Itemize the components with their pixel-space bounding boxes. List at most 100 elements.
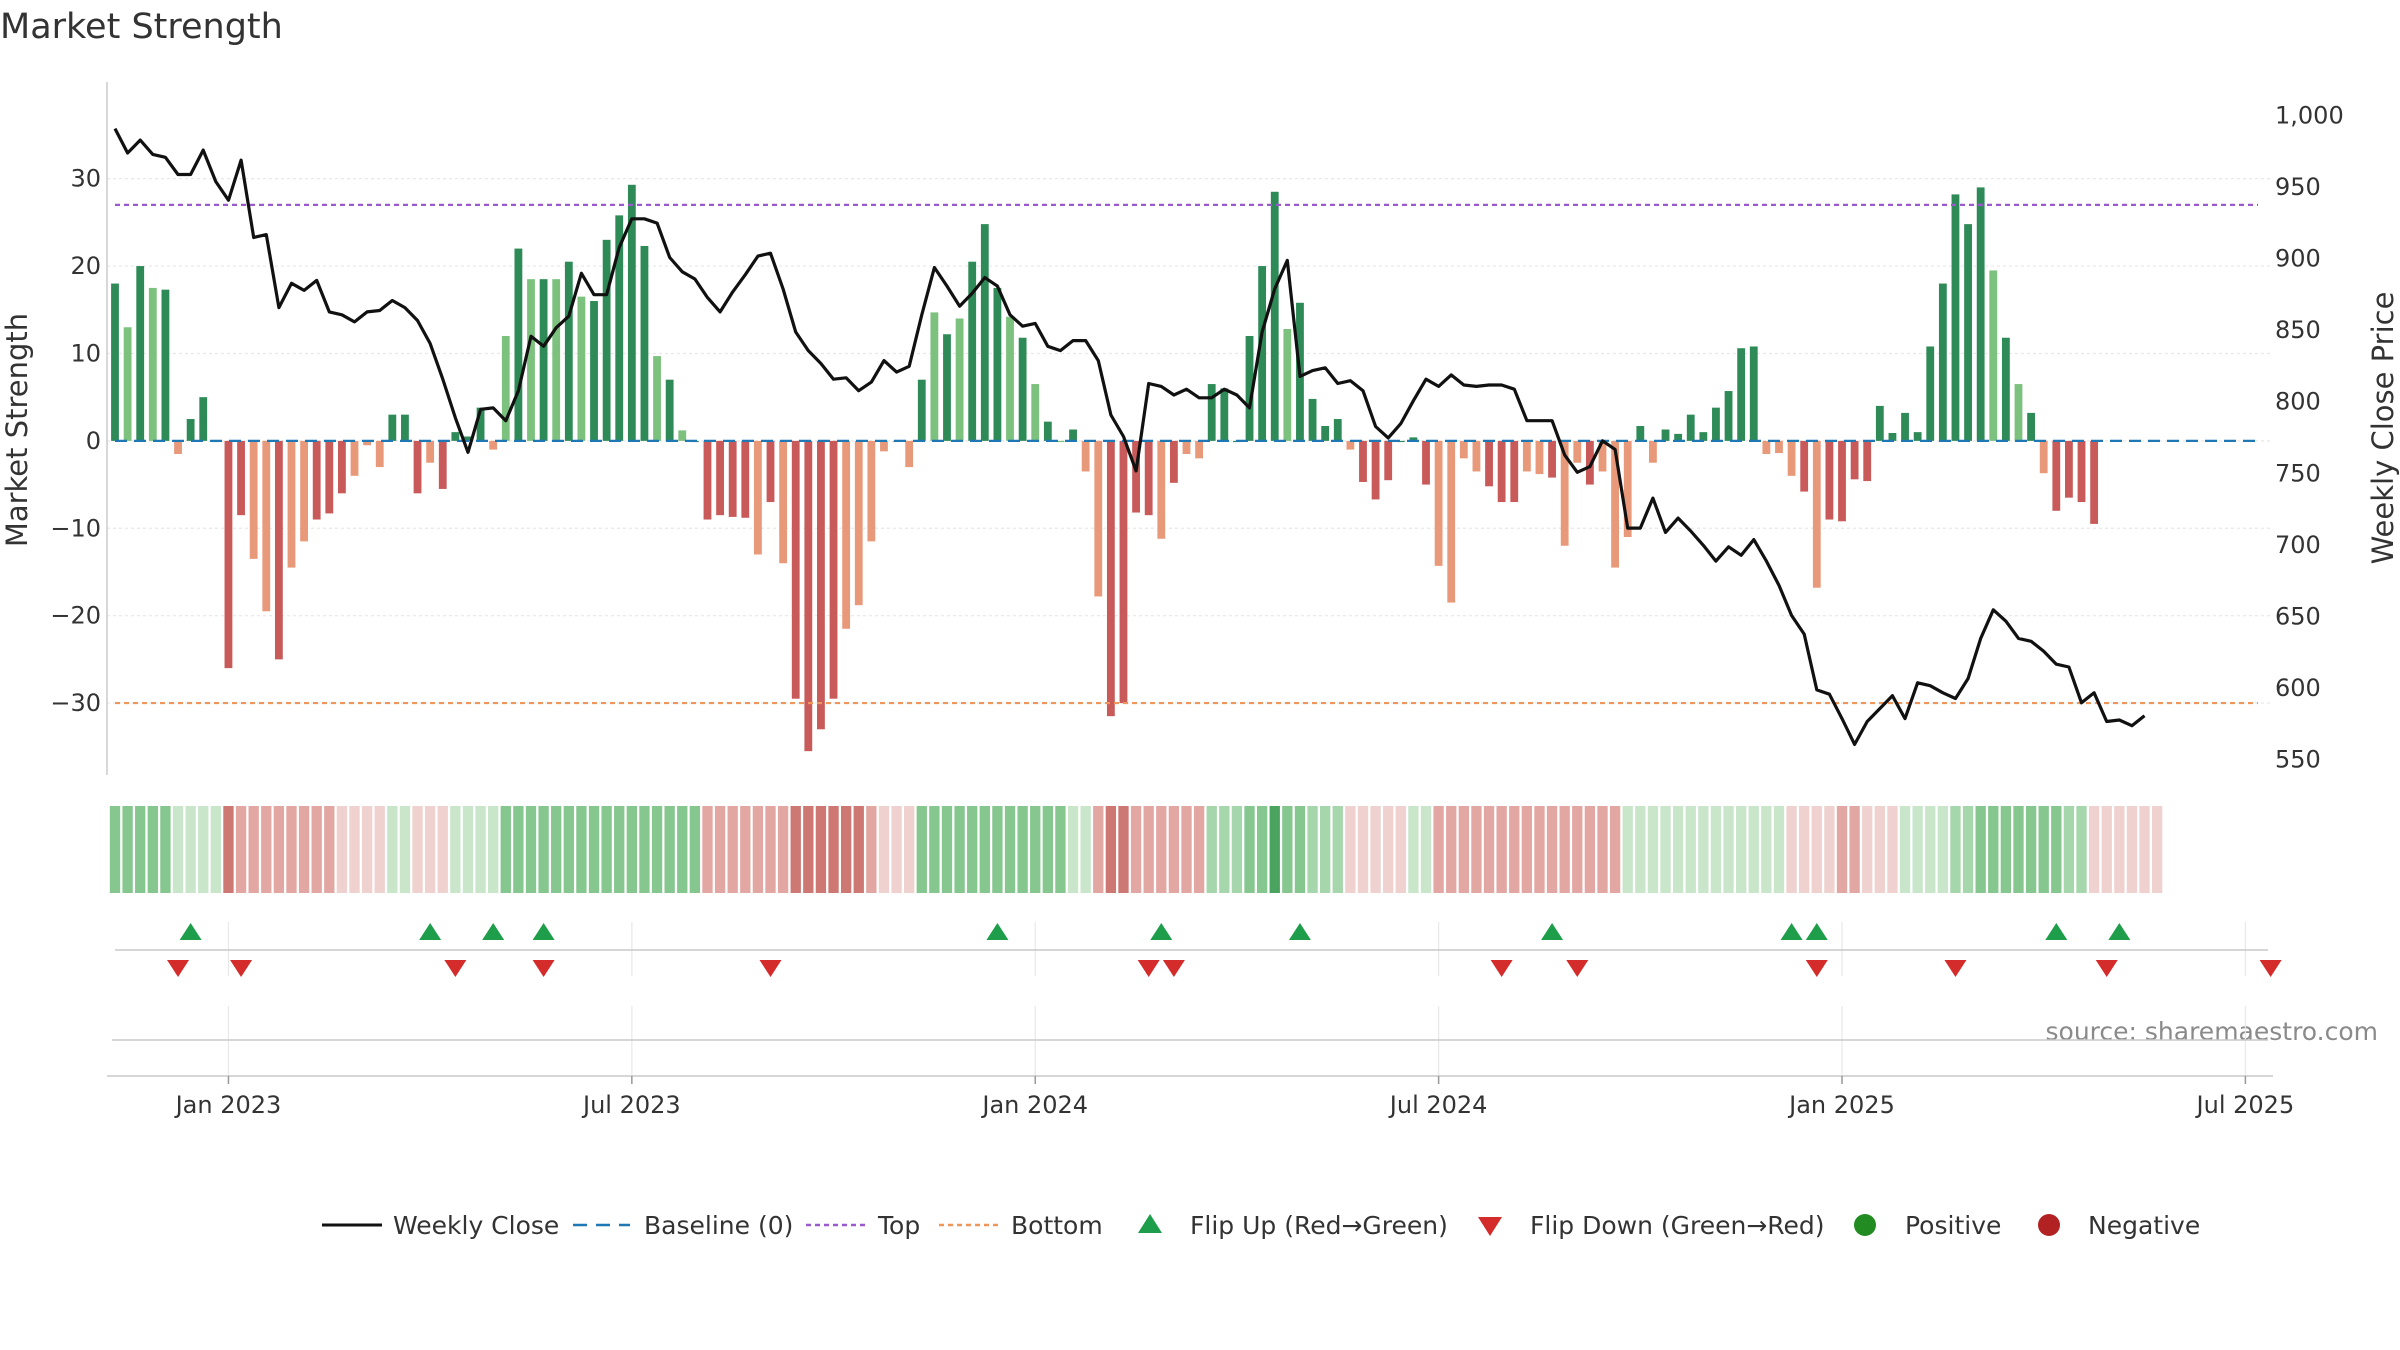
strength-bar bbox=[438, 440, 447, 489]
strength-bar bbox=[1888, 433, 1897, 441]
regime-cell bbox=[866, 806, 877, 893]
regime-cell bbox=[1710, 806, 1722, 893]
strength-bar bbox=[1169, 440, 1178, 483]
regime-cell bbox=[1975, 806, 1986, 893]
strength-bar bbox=[1056, 440, 1065, 443]
strength-bar bbox=[905, 440, 914, 468]
regime-cell bbox=[727, 806, 738, 893]
left-tick-label: −20 bbox=[50, 602, 101, 630]
flip-up-marker bbox=[1150, 923, 1173, 940]
regime-cell bbox=[1887, 806, 1898, 893]
strength-bar bbox=[1560, 440, 1569, 546]
strength-bar bbox=[1459, 440, 1468, 459]
regime-cell bbox=[135, 806, 146, 893]
regime-cell bbox=[2088, 806, 2100, 893]
x-tick-label: Jan 2024 bbox=[980, 1091, 1088, 1119]
regime-cell bbox=[1181, 806, 1192, 893]
legend-label: Baseline (0) bbox=[644, 1211, 793, 1240]
regime-cell bbox=[2025, 806, 2037, 893]
regime-cell bbox=[387, 806, 398, 893]
legend-positive-swatch bbox=[1854, 1214, 1876, 1236]
strength-bar bbox=[829, 440, 838, 699]
regime-cell bbox=[248, 806, 259, 893]
strength-bar bbox=[1308, 398, 1317, 441]
regime-cell bbox=[1055, 806, 1066, 893]
strength-bar bbox=[1333, 419, 1342, 441]
strength-bar bbox=[2039, 440, 2048, 474]
regime-cell bbox=[677, 806, 688, 893]
strength-bar bbox=[1901, 412, 1909, 441]
flip-up-marker bbox=[986, 923, 1009, 940]
strength-bar bbox=[791, 440, 800, 699]
regime-cell bbox=[1811, 806, 1822, 893]
left-tick-label: 30 bbox=[70, 165, 101, 193]
flip-up-marker bbox=[1780, 923, 1803, 940]
strength-bar bbox=[1384, 440, 1393, 481]
regime-cell bbox=[2101, 806, 2112, 893]
strength-bar bbox=[1548, 440, 1556, 478]
strength-bar bbox=[1270, 191, 1279, 441]
right-tick-label: 1,000 bbox=[2275, 101, 2344, 129]
strength-bar bbox=[148, 287, 157, 441]
right-tick-label: 700 bbox=[2275, 531, 2321, 559]
strength-bar bbox=[817, 440, 825, 730]
strength-bar bbox=[665, 379, 674, 441]
strength-bar bbox=[514, 248, 523, 441]
strength-bar bbox=[1409, 437, 1418, 441]
legend: Weekly Close Baseline (0) Top Bottom Flip Up… bbox=[322, 1211, 2200, 1240]
strength-bar bbox=[426, 440, 435, 463]
right-tick-label: 900 bbox=[2275, 245, 2321, 273]
regime-cell bbox=[1622, 806, 1633, 893]
regime-cell bbox=[1256, 806, 1268, 893]
regime-cell bbox=[1899, 806, 1911, 893]
right-tick-label: 600 bbox=[2275, 674, 2321, 702]
regime-cell bbox=[1748, 806, 1759, 893]
regime-cell bbox=[551, 806, 562, 893]
strength-bar bbox=[1724, 391, 1733, 441]
strength-bar bbox=[1636, 426, 1645, 441]
strength-bar bbox=[501, 335, 510, 441]
strength-bar bbox=[1220, 388, 1229, 441]
strength-bar bbox=[2052, 440, 2061, 511]
legend-label: Negative bbox=[2088, 1211, 2200, 1240]
strength-bar bbox=[1812, 440, 1821, 588]
regime-cell bbox=[1836, 806, 1848, 893]
strength-bar bbox=[854, 440, 863, 606]
flip-down-marker bbox=[167, 960, 190, 977]
regime-cell bbox=[2114, 806, 2125, 893]
strength-bar bbox=[1195, 440, 1204, 459]
regime-cell bbox=[992, 806, 1003, 893]
strength-bar bbox=[527, 279, 535, 441]
regime-cell bbox=[1937, 806, 1949, 893]
regime-cell bbox=[399, 806, 411, 893]
strength-bar bbox=[1006, 316, 1014, 441]
strength-bar bbox=[1207, 384, 1216, 441]
strength-bar bbox=[1964, 224, 1972, 441]
flip-down-marker bbox=[444, 960, 467, 977]
strength-bar bbox=[1396, 440, 1405, 443]
regime-cell bbox=[689, 806, 701, 893]
regime-cell bbox=[1735, 806, 1747, 893]
strength-bar bbox=[741, 440, 750, 518]
regime-cell bbox=[1950, 806, 1961, 893]
strength-bar bbox=[2090, 440, 2099, 524]
regime-cell bbox=[1534, 806, 1545, 893]
flip-up-marker bbox=[532, 923, 555, 940]
flip-up-marker bbox=[419, 923, 442, 940]
strength-bar bbox=[627, 184, 636, 441]
regime-cell bbox=[450, 806, 461, 893]
regime-cell bbox=[261, 806, 272, 893]
strength-bar bbox=[1522, 440, 1531, 472]
regime-cell bbox=[361, 806, 373, 893]
regime-cell bbox=[967, 806, 978, 893]
strength-bar bbox=[842, 440, 851, 629]
strength-bar bbox=[1875, 405, 1884, 441]
strength-bar bbox=[728, 440, 737, 517]
strength-bar bbox=[1434, 440, 1443, 566]
source-label: source: sharemaestro.com bbox=[2046, 1017, 2379, 1046]
strength-bar bbox=[1863, 440, 1872, 482]
strength-bar bbox=[1623, 440, 1632, 538]
weekly-close-line bbox=[113, 127, 2146, 747]
regime-cell bbox=[273, 806, 285, 893]
regime-cell bbox=[324, 806, 335, 893]
